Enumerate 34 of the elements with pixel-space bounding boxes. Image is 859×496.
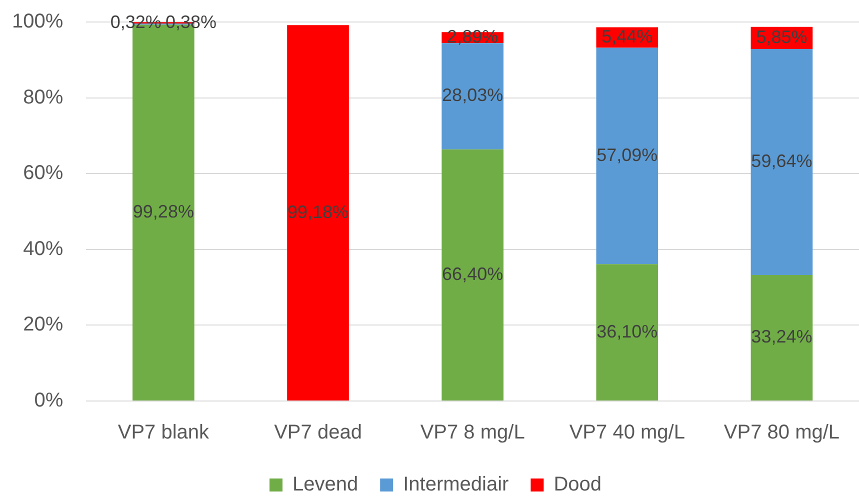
data-label: 2,89% [447,26,498,47]
data-label: 99,18% [287,202,349,222]
data-label: 57,09% [596,144,658,165]
bar [750,275,813,400]
bar [287,25,349,400]
data-label: 5,44% [602,26,653,46]
x-tick-label: VP7 8 mg/L [420,422,525,444]
x-tick-label: VP7 80 mg/L [724,422,840,444]
bar [596,264,658,400]
x-tick-label: VP7 blank [118,422,210,444]
bar [596,48,658,264]
bar [442,43,504,150]
y-tick-label: 20% [23,314,64,336]
y-tick-label: 100% [12,10,64,33]
bar [750,48,813,276]
data-label: 59,64% [751,150,812,171]
data-label: 99,28% [132,202,194,222]
y-tick-label: 40% [23,238,64,260]
x-tick-label: VP7 dead [274,422,362,444]
data-label: 66,40% [442,264,504,284]
y-tick-label: 80% [23,86,64,108]
data-label: 28,03% [442,85,504,106]
data-label: 0,32% [110,12,162,32]
data-label: 33,24% [751,326,812,347]
data-label: 0,38% [165,12,216,32]
legend-label: Levend [292,474,358,496]
legend-label: Intermediair [403,474,510,496]
data-label: 5,85% [756,26,808,47]
bar [442,149,504,400]
data-label: 36,10% [596,321,658,342]
y-tick-label: 60% [23,162,64,184]
legend-label: Dood [554,474,602,496]
x-tick-label: VP7 40 mg/L [569,422,685,444]
y-tick-label: 0% [34,390,64,412]
